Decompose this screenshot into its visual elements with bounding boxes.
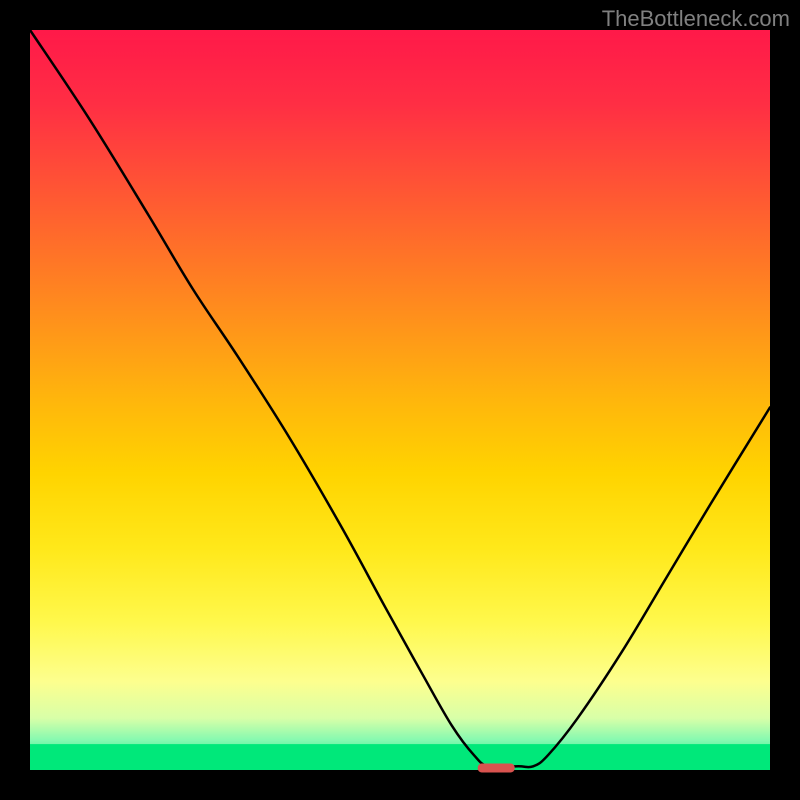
watermark-text: TheBottleneck.com: [602, 6, 790, 32]
chart-background-gradient: [30, 30, 770, 770]
bottleneck-chart: TheBottleneck.com: [0, 0, 800, 800]
optimal-marker: [478, 764, 515, 773]
chart-bottom-band: [30, 744, 770, 770]
chart-svg: [0, 0, 800, 800]
